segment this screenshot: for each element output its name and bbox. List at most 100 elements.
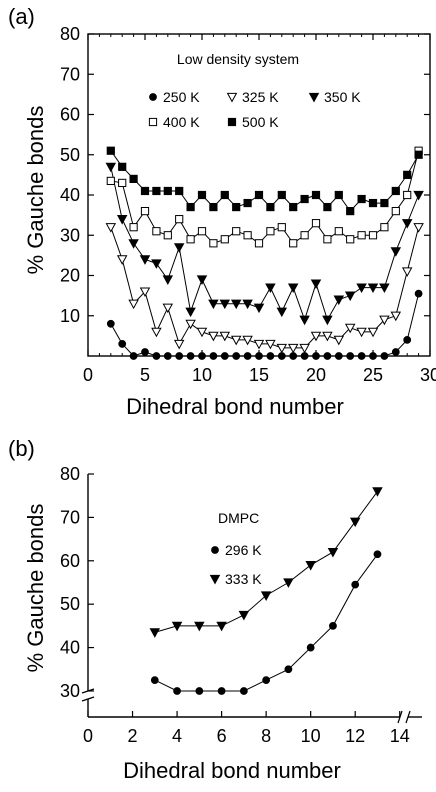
panel-a-point-4 bbox=[106, 146, 115, 155]
panel-a-point-4 bbox=[243, 198, 252, 208]
panel-a-point-3 bbox=[243, 231, 252, 240]
panel-a-point-4 bbox=[175, 186, 184, 196]
panel-a-point-3 bbox=[311, 219, 321, 228]
panel-a-point-3 bbox=[186, 235, 195, 244]
panel-a-point-4 bbox=[403, 170, 412, 179]
panel-a-point-1 bbox=[413, 223, 424, 233]
panel-b-point-1 bbox=[194, 621, 205, 632]
panel-a-point-2 bbox=[230, 299, 242, 310]
panel-a-point-0 bbox=[391, 348, 400, 356]
panel-a-point-1 bbox=[105, 223, 117, 233]
panel-b-y-tick-label: 50 bbox=[60, 594, 80, 614]
panel-b-point-1 bbox=[171, 621, 183, 632]
panel-a-point-4 bbox=[300, 194, 309, 204]
panel-b-point-0 bbox=[195, 687, 204, 695]
panel-a-point-2 bbox=[379, 283, 390, 294]
panel-a-point-3 bbox=[346, 235, 355, 244]
panel-a-point-3 bbox=[209, 239, 218, 248]
panel-a-point-0 bbox=[243, 352, 252, 360]
panel-b-point-1 bbox=[372, 487, 383, 497]
panel-a-point-3 bbox=[300, 231, 309, 240]
panel-b-point-0 bbox=[329, 621, 337, 630]
panel-a-point-0 bbox=[357, 352, 366, 360]
panel-a-legend-label-3: 400 K bbox=[163, 114, 200, 130]
panel-a-point-0 bbox=[220, 352, 229, 360]
panel-a-point-0 bbox=[186, 352, 195, 360]
panel-a-point-0 bbox=[175, 352, 184, 360]
panel-a-point-0 bbox=[312, 352, 320, 360]
panel-a-legend-label-0: 250 K bbox=[163, 89, 200, 105]
panel-a-series-line-3 bbox=[110, 150, 420, 244]
panel-b-y-tick-label: 70 bbox=[60, 507, 80, 527]
panel-b-point-1 bbox=[260, 591, 272, 601]
panel-a-point-0 bbox=[255, 352, 263, 360]
panel-a-legend-label-4: 500 K bbox=[242, 114, 279, 130]
panel-a-point-3 bbox=[129, 223, 138, 232]
panel-a-point-0 bbox=[300, 352, 309, 360]
panel-a-point-2 bbox=[151, 259, 162, 269]
panel-a-point-0 bbox=[289, 352, 298, 360]
panel-a-point-1 bbox=[322, 331, 333, 342]
panel-a-point-0 bbox=[118, 340, 127, 348]
panel-b-y-tick-label: 40 bbox=[60, 638, 80, 658]
panel-a-point-1 bbox=[333, 335, 345, 346]
panel-a-point-1 bbox=[265, 339, 276, 350]
panel-a-legend-marker-2 bbox=[308, 92, 320, 103]
panel-b-point-0 bbox=[351, 580, 360, 589]
panel-a-point-1 bbox=[185, 319, 196, 330]
panel-a-x-tick-label: 25 bbox=[363, 365, 383, 385]
panel-a-point-2 bbox=[390, 247, 402, 257]
panel-a-ylabel: % Gauche bonds bbox=[23, 106, 48, 275]
panel-a-point-3 bbox=[277, 223, 286, 232]
panel-a-point-1 bbox=[390, 311, 402, 322]
panel-a-point-2 bbox=[116, 215, 128, 225]
panel-b-label: (b) bbox=[8, 436, 35, 461]
panel-a-point-2 bbox=[344, 291, 356, 302]
panel-a-point-3 bbox=[232, 227, 241, 236]
panel-a-point-2 bbox=[413, 190, 424, 201]
panel-a-point-0 bbox=[323, 352, 332, 360]
panel-b-x-tick-label: 0 bbox=[83, 726, 93, 746]
panel-b-x-break-mark bbox=[405, 710, 411, 724]
panel-a-point-1 bbox=[162, 303, 174, 314]
panel-a-x-tick-label: 15 bbox=[249, 365, 269, 385]
panel-a-legend-marker-0 bbox=[149, 93, 157, 101]
panel-a-point-1 bbox=[242, 335, 253, 346]
panel-b-xlabel: Dihedral bond number bbox=[123, 758, 341, 783]
panel-b-x-tick-label: 6 bbox=[217, 726, 227, 746]
panel-a-point-3 bbox=[140, 207, 150, 216]
panel-a-point-1 bbox=[310, 331, 322, 342]
panel-a-point-2 bbox=[162, 275, 174, 285]
panel-b-point-1 bbox=[238, 610, 250, 621]
panel-a-point-3 bbox=[403, 190, 412, 200]
panel-b-point-0 bbox=[173, 687, 181, 695]
panel-b-legend-marker-1 bbox=[209, 574, 221, 585]
panel-a-point-2 bbox=[173, 243, 185, 253]
panel-a-point-4 bbox=[289, 202, 298, 212]
panel-a-y-tick-label: 70 bbox=[60, 64, 80, 84]
panel-a-point-4 bbox=[266, 202, 275, 212]
panel-a-point-1 bbox=[276, 343, 288, 354]
panel-a-point-0 bbox=[163, 352, 172, 360]
panel-a-point-2 bbox=[242, 299, 253, 310]
panel-b-point-0 bbox=[306, 643, 315, 652]
panel-a-point-4 bbox=[391, 186, 400, 196]
panel-a-point-3 bbox=[163, 231, 172, 240]
panel-a-point-0 bbox=[152, 352, 161, 360]
panel-a-point-1 bbox=[116, 255, 128, 265]
panel-b-point-0 bbox=[150, 676, 159, 685]
panel-a-point-1 bbox=[367, 327, 379, 338]
panel-a-point-1 bbox=[356, 327, 367, 338]
panel-a-point-4 bbox=[186, 202, 195, 212]
panel-a-point-1 bbox=[128, 299, 139, 310]
panel-a-point-2 bbox=[185, 307, 196, 318]
panel-a-x-tick-label: 10 bbox=[192, 365, 212, 385]
panel-a-point-2 bbox=[310, 279, 322, 289]
panel-b-annotation: DMPC bbox=[218, 510, 259, 526]
panel-b-point-1 bbox=[216, 621, 227, 632]
panel-a-point-4 bbox=[140, 186, 150, 196]
panel-a-y-tick-label: 60 bbox=[60, 105, 80, 125]
panel-a-series-line-2 bbox=[110, 166, 420, 322]
panel-a-point-4 bbox=[254, 190, 264, 200]
panel-a-point-2 bbox=[253, 303, 265, 314]
